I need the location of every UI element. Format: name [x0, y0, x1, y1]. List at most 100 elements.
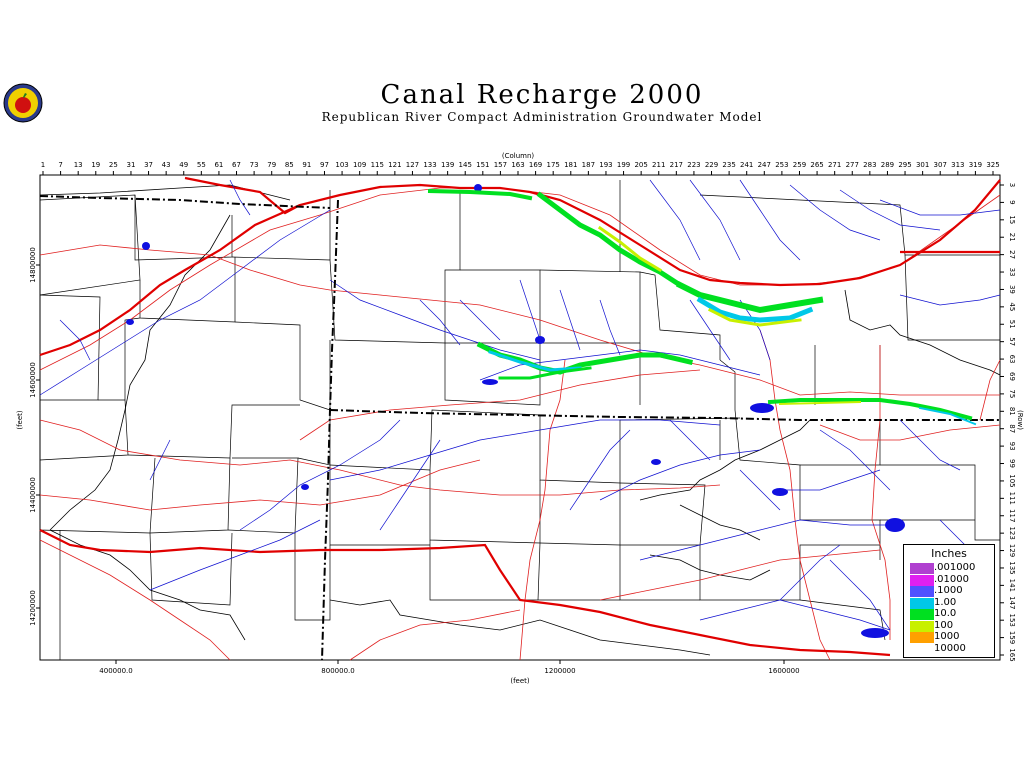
row-tick-label: 45	[1008, 302, 1016, 311]
row-tick-label: 69	[1008, 372, 1016, 381]
row-tick-label: 111	[1008, 492, 1016, 505]
column-tick-label: 121	[388, 161, 401, 169]
column-tick-label: 133	[423, 161, 436, 169]
row-tick-label: 51	[1008, 320, 1016, 329]
legend-swatch	[910, 609, 934, 620]
legend-label: .001000	[934, 562, 976, 573]
column-ticks: 1 7 13 19 25 31 37 43 49 55 61 67 73 79 85 91 97 103 109 11…	[41, 161, 1000, 175]
row-tick-label: 165	[1008, 648, 1016, 661]
row-tick-label: 75	[1008, 389, 1016, 398]
column-tick-label: 319	[969, 161, 982, 169]
column-tick-label: 169	[529, 161, 542, 169]
legend-item: .1000	[910, 585, 994, 597]
row-tick-label: 117	[1008, 509, 1016, 522]
legend-swatch	[910, 563, 934, 574]
row-tick-label: 93	[1008, 442, 1016, 451]
column-tick-label: 325	[986, 161, 999, 169]
state-boundaries	[39, 195, 1000, 661]
reservoirs	[126, 184, 905, 638]
legend-swatch	[910, 632, 934, 643]
column-tick-label: 235	[722, 161, 735, 169]
column-tick-label: 25	[109, 161, 118, 169]
column-tick-label: 127	[406, 161, 419, 169]
column-tick-label: 247	[758, 161, 771, 169]
x-tick-label: 1200000	[544, 667, 575, 675]
column-tick-label: 175	[546, 161, 559, 169]
legend-swatch	[910, 586, 934, 597]
column-tick-label: 49	[179, 161, 188, 169]
row-tick-label: 153	[1008, 613, 1016, 626]
legend-swatch	[910, 574, 934, 586]
column-tick-label: 55	[197, 161, 206, 169]
column-tick-label: 229	[705, 161, 718, 169]
row-tick-label: 123	[1008, 526, 1016, 539]
column-tick-label: 283	[863, 161, 876, 169]
y-tick-label: 14800000	[29, 247, 37, 283]
column-tick-label: 43	[162, 161, 171, 169]
legend-swatch	[910, 620, 934, 632]
column-tick-label: 157	[494, 161, 507, 169]
major-roads	[39, 176, 1001, 657]
y-tick-label: 14400000	[29, 477, 37, 513]
legend-item: .001000	[910, 562, 994, 574]
column-tick-label: 19	[91, 161, 100, 169]
column-tick-label: 163	[511, 161, 524, 169]
legend-label: .1000	[934, 585, 963, 596]
row-tick-label: 87	[1008, 424, 1016, 433]
column-tick-label: 85	[285, 161, 294, 169]
column-tick-label: 211	[652, 161, 665, 169]
x-tick-label: 800000.0	[321, 667, 354, 675]
column-tick-label: 199	[617, 161, 630, 169]
column-tick-label: 265	[810, 161, 823, 169]
legend-swatch	[910, 597, 934, 609]
streams	[39, 179, 1001, 631]
column-tick-label: 31	[127, 161, 136, 169]
column-tick-label: 145	[459, 161, 472, 169]
column-tick-label: 181	[564, 161, 577, 169]
column-tick-label: 13	[74, 161, 83, 169]
bottom-axis-label: (feet)	[510, 677, 530, 685]
column-tick-label: 271	[828, 161, 841, 169]
canal-recharge-cells	[427, 188, 977, 426]
column-tick-label: 301	[916, 161, 929, 169]
top-axis-label: (Column)	[502, 152, 535, 160]
column-tick-label: 193	[599, 161, 612, 169]
column-tick-label: 7	[58, 161, 62, 169]
row-tick-label: 147	[1008, 596, 1016, 609]
y-tick-label: 14600000	[29, 362, 37, 398]
column-tick-label: 223	[687, 161, 700, 169]
legend-item: .01000	[910, 574, 994, 586]
row-tick-label: 39	[1008, 285, 1016, 294]
column-tick-label: 277	[846, 161, 859, 169]
y-tick-label: 14200000	[29, 590, 37, 626]
legend-item: 1.00	[910, 597, 994, 609]
row-tick-label: 63	[1008, 355, 1016, 364]
legend-label: 1000	[934, 631, 960, 642]
map-area	[39, 174, 1001, 661]
row-tick-label: 57	[1008, 337, 1016, 346]
row-tick-label: 15	[1008, 215, 1016, 224]
left-axis-label: (feet)	[16, 410, 24, 430]
legend-title: Inches	[931, 547, 967, 560]
column-tick-label: 151	[476, 161, 489, 169]
row-tick-label: 3	[1008, 183, 1016, 187]
column-tick-label: 139	[441, 161, 454, 169]
row-tick-label: 27	[1008, 250, 1016, 259]
map-subtitle: Republican River Compact Administration …	[321, 110, 763, 124]
legend-item: 10000	[910, 643, 994, 655]
right-axis-label: (Row)	[1016, 410, 1024, 430]
column-tick-label: 1	[41, 161, 45, 169]
row-tick-label: 99	[1008, 459, 1016, 468]
column-tick-label: 115	[371, 161, 384, 169]
column-tick-label: 241	[740, 161, 753, 169]
row-ticks: 3915212733394551576369758187939910511111…	[1000, 183, 1016, 662]
column-tick-label: 91	[302, 161, 311, 169]
column-tick-label: 205	[634, 161, 647, 169]
x-tick-label: 400000.0	[99, 667, 132, 675]
row-tick-label: 81	[1008, 407, 1016, 416]
legend-label: 10.0	[934, 608, 957, 619]
legend-item: 10.0	[910, 608, 994, 620]
legend-label: 100	[934, 619, 954, 631]
column-tick-label: 109	[353, 161, 366, 169]
